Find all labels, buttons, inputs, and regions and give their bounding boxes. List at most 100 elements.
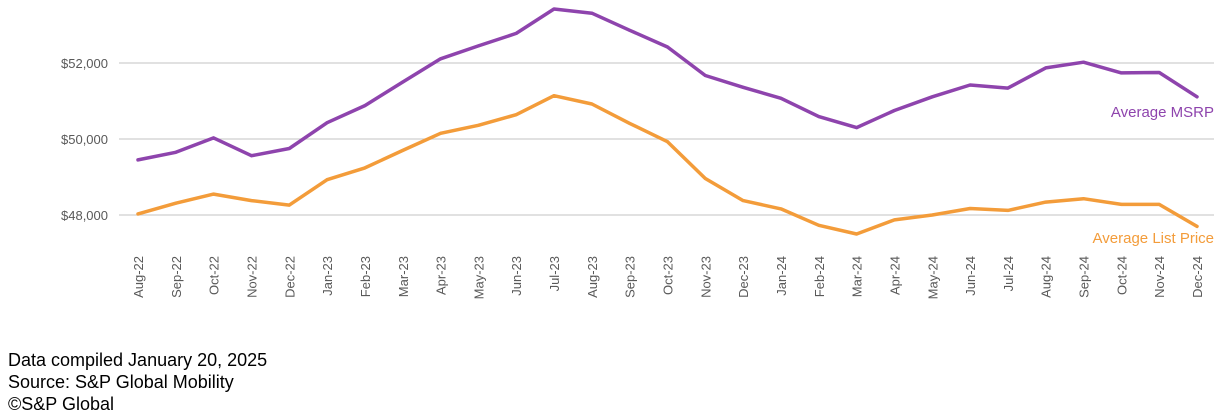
data-point (401, 148, 405, 152)
x-tick-label: Jun-24 (963, 256, 978, 296)
data-point (703, 74, 707, 78)
data-point (174, 150, 178, 154)
x-tick-label: Jul-24 (1001, 256, 1016, 291)
data-point (363, 104, 367, 108)
data-point (1195, 95, 1199, 99)
series-label: Average List Price (1093, 230, 1214, 247)
data-point (439, 131, 443, 135)
data-point (968, 207, 972, 211)
data-point (363, 166, 367, 170)
data-point (287, 147, 291, 150)
data-point (1119, 71, 1123, 75)
data-point (514, 31, 518, 35)
x-tick-label: Feb-23 (358, 256, 373, 297)
x-tick-label: Jan-23 (320, 256, 335, 296)
x-tick-label: Dec-22 (282, 256, 297, 298)
data-point (666, 45, 669, 49)
x-tick-label: Mar-23 (396, 256, 411, 297)
data-point (590, 102, 594, 106)
data-point (1082, 60, 1086, 64)
data-point (968, 83, 972, 87)
data-point (817, 223, 821, 227)
copyright-note: ©S&P Global (8, 394, 114, 414)
y-tick-label: $50,000 (61, 132, 108, 147)
x-tick-label: Aug-24 (1039, 256, 1054, 298)
data-point (249, 199, 253, 203)
data-point (666, 140, 669, 144)
x-tick-label: Feb-24 (812, 256, 827, 297)
series-lines (136, 7, 1199, 236)
data-point (1006, 208, 1010, 212)
data-point (892, 109, 896, 112)
x-tick-label: Sep-24 (1077, 256, 1092, 298)
x-tick-label: Jul-23 (547, 256, 562, 291)
data-point (930, 213, 934, 217)
series-labels: Average MSRP Average List Price (1093, 104, 1214, 247)
x-tick-label: Jun-23 (509, 256, 524, 296)
x-tick-label: Aug-23 (585, 256, 600, 298)
data-point (136, 158, 140, 162)
x-tick-label: Sep-22 (169, 256, 184, 298)
data-point (628, 28, 632, 32)
x-tick-label: May-24 (925, 256, 940, 299)
data-point (741, 85, 745, 89)
data-point (741, 199, 745, 203)
x-tick-label: Aug-22 (131, 256, 146, 298)
data-point (930, 95, 934, 99)
data-point (552, 7, 556, 11)
data-point (779, 96, 783, 100)
data-point (1157, 202, 1161, 206)
gridlines (119, 62, 1214, 216)
data-point (476, 44, 480, 48)
data-point (855, 126, 859, 130)
data-point (779, 207, 783, 211)
data-point (628, 121, 632, 125)
source-note: Source: S&P Global Mobility (8, 372, 234, 392)
data-point (136, 212, 140, 216)
data-point (1044, 200, 1048, 204)
x-tick-label: Jan-24 (774, 256, 789, 296)
data-point (552, 94, 556, 98)
data-point (325, 178, 329, 182)
series-line (136, 7, 1199, 162)
data-point (212, 192, 216, 196)
x-tick-label: Apr-24 (887, 256, 902, 295)
data-point (1157, 71, 1161, 74)
data-point (590, 11, 594, 15)
data-point (325, 121, 329, 125)
x-axis-tick-labels: Aug-22 Sep-22 Oct-22 Nov-22 Dec-22 Jan-23 Feb-… (131, 256, 1205, 299)
series-label: Average MSRP (1111, 104, 1214, 121)
x-tick-label: May-23 (471, 256, 486, 299)
series-line (136, 93, 1199, 236)
x-tick-label: Oct-24 (1114, 256, 1129, 295)
data-point (1082, 197, 1086, 201)
data-point (817, 115, 821, 119)
y-axis-tick-labels: $48,000 $50,000 $52,000 (61, 56, 108, 223)
x-tick-label: Dec-24 (1190, 256, 1205, 298)
data-point (249, 154, 253, 158)
data-point (1006, 86, 1010, 90)
x-tick-label: Oct-23 (661, 256, 676, 295)
x-tick-label: Nov-23 (698, 256, 713, 298)
data-point (1044, 66, 1048, 70)
data-point (855, 232, 859, 236)
x-tick-label: Nov-22 (244, 256, 259, 298)
y-tick-label: $52,000 (61, 56, 108, 71)
x-tick-label: Apr-23 (434, 256, 449, 295)
data-point (892, 218, 896, 222)
x-tick-label: Mar-24 (850, 256, 865, 297)
data-point (439, 57, 443, 61)
x-tick-label: Nov-24 (1152, 256, 1167, 298)
data-point (514, 113, 518, 117)
y-tick-label: $48,000 (61, 208, 108, 223)
data-compiled-note: Data compiled January 20, 2025 (8, 350, 268, 370)
line-chart: $48,000 $50,000 $52,000 Aug-22 Sep-22 Oct-22… (61, 7, 1214, 299)
data-point (401, 80, 405, 84)
data-point (212, 136, 216, 140)
x-tick-label: Dec-23 (736, 256, 751, 298)
data-point (287, 203, 291, 207)
data-point (703, 177, 707, 181)
data-point (174, 201, 178, 205)
data-point (476, 123, 480, 127)
x-tick-label: Sep-23 (623, 256, 638, 298)
